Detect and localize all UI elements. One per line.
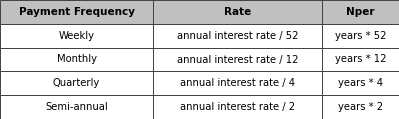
Text: Weekly: Weekly bbox=[59, 31, 95, 41]
Bar bbox=[153, 95, 322, 119]
Bar bbox=[322, 24, 399, 48]
Text: annual interest rate / 2: annual interest rate / 2 bbox=[180, 102, 295, 112]
Bar bbox=[0, 71, 153, 95]
Bar bbox=[322, 0, 399, 24]
Bar bbox=[322, 71, 399, 95]
Bar bbox=[153, 24, 322, 48]
Text: Payment Frequency: Payment Frequency bbox=[19, 7, 134, 17]
Bar bbox=[0, 95, 153, 119]
Text: annual interest rate / 4: annual interest rate / 4 bbox=[180, 78, 295, 88]
Bar bbox=[322, 95, 399, 119]
Bar bbox=[0, 0, 153, 24]
Text: annual interest rate / 52: annual interest rate / 52 bbox=[177, 31, 298, 41]
Bar bbox=[322, 48, 399, 71]
Text: Monthly: Monthly bbox=[57, 55, 97, 64]
Bar bbox=[153, 48, 322, 71]
Text: annual interest rate / 12: annual interest rate / 12 bbox=[177, 55, 298, 64]
Text: Semi-annual: Semi-annual bbox=[45, 102, 108, 112]
Text: years * 52: years * 52 bbox=[335, 31, 387, 41]
Bar bbox=[0, 24, 153, 48]
Text: Rate: Rate bbox=[224, 7, 251, 17]
Text: years * 2: years * 2 bbox=[338, 102, 383, 112]
Bar bbox=[153, 0, 322, 24]
Bar bbox=[153, 71, 322, 95]
Text: years * 4: years * 4 bbox=[338, 78, 383, 88]
Text: Quarterly: Quarterly bbox=[53, 78, 100, 88]
Text: Nper: Nper bbox=[346, 7, 375, 17]
Text: years * 12: years * 12 bbox=[335, 55, 387, 64]
Bar bbox=[0, 48, 153, 71]
